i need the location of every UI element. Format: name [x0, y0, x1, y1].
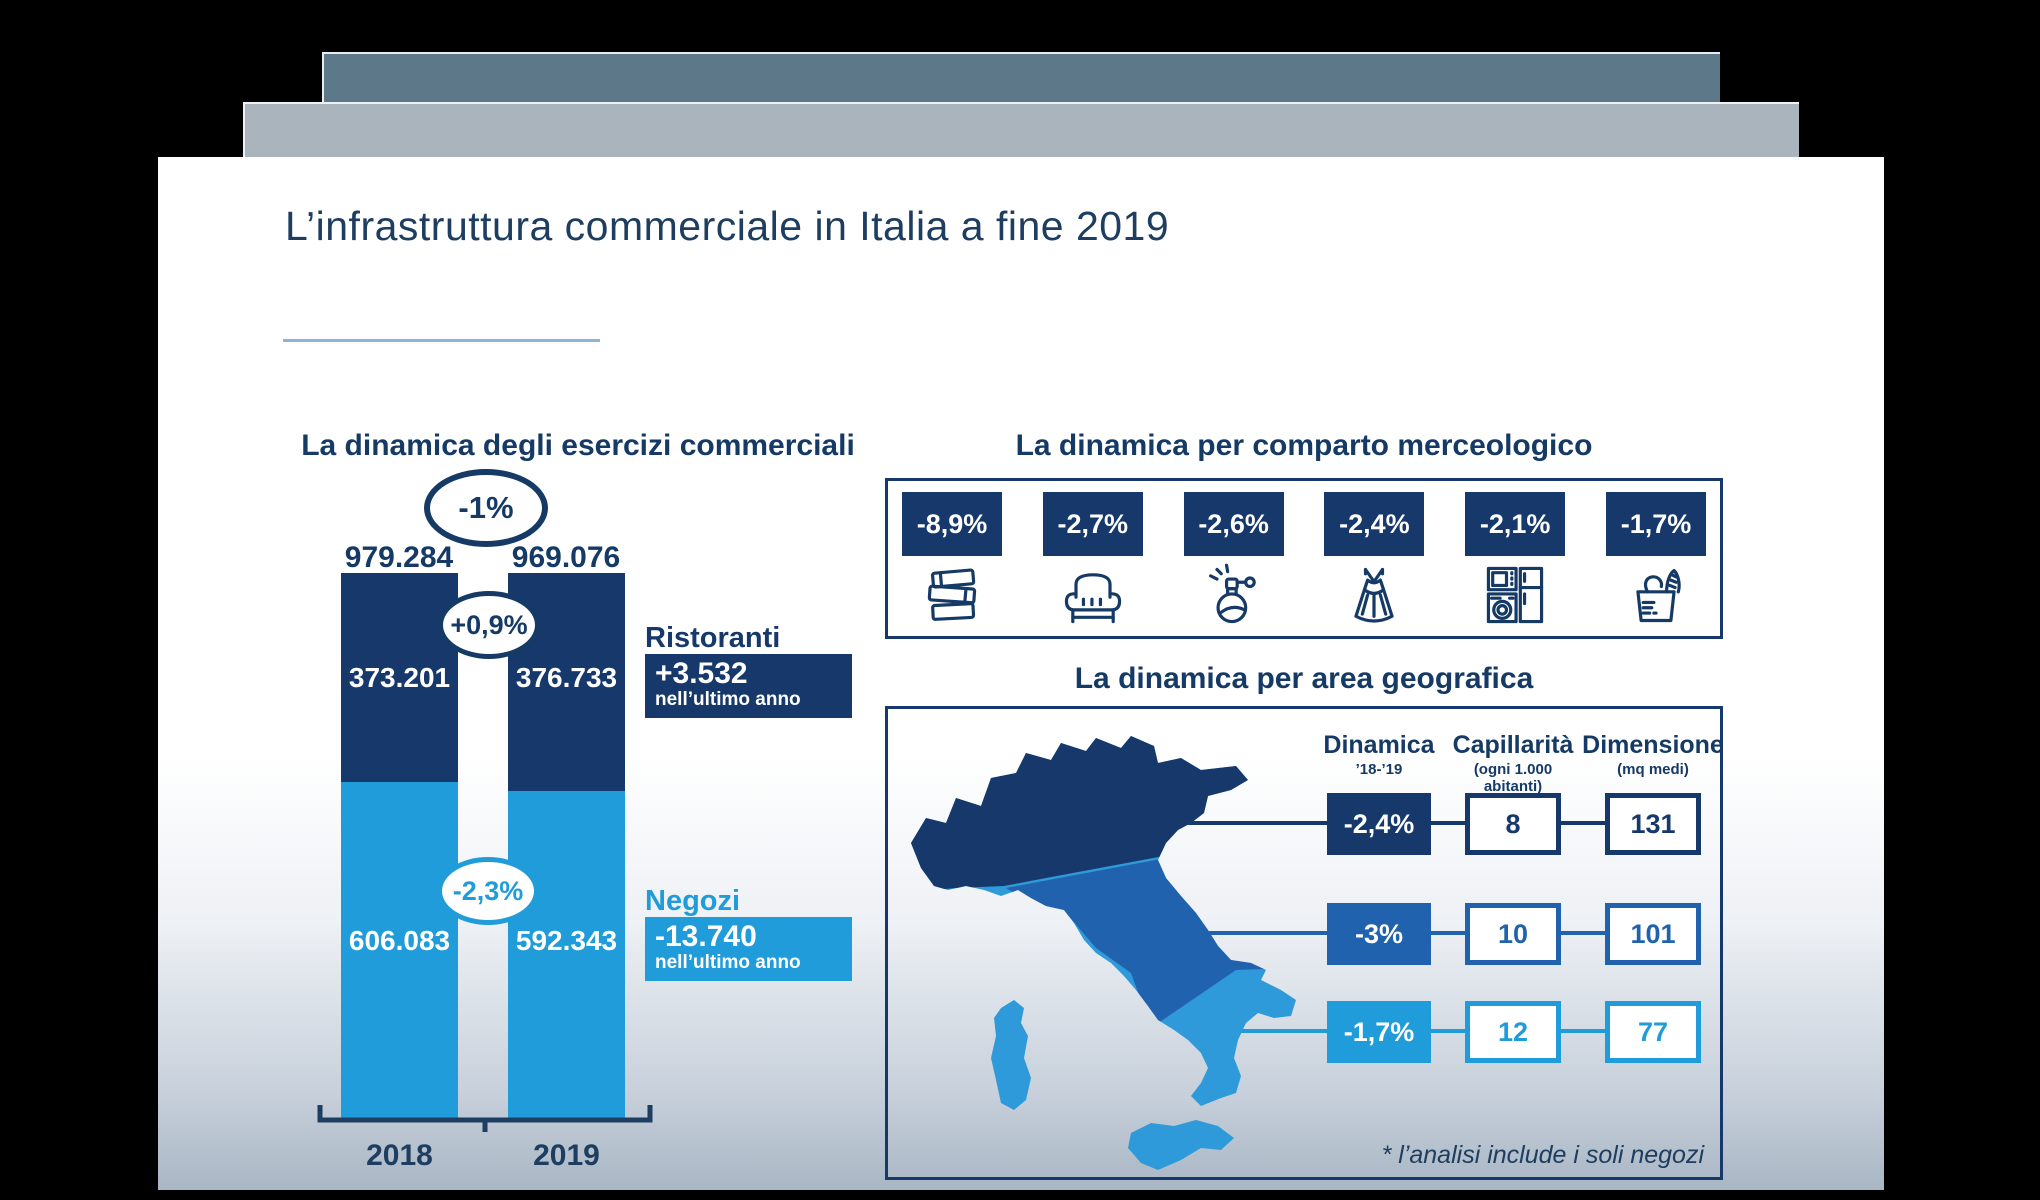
- comparto-value-badge: -2,4%: [1324, 492, 1425, 556]
- negozi-delta-note: nell’ultimo anno: [655, 952, 801, 973]
- ristoranti-change-badge: +0,9%: [438, 591, 540, 659]
- comparto-value-badge: -2,6%: [1183, 492, 1284, 556]
- comparto-value-badge: -2,7%: [1042, 492, 1143, 556]
- col-header-dimensione: Dimensione: [1582, 731, 1724, 759]
- negozi-change-badge: -2,3%: [437, 857, 539, 925]
- title-underline: [283, 339, 600, 342]
- centro-capillarita-cell: 10: [1465, 903, 1561, 965]
- slide-page: L’infrastruttura commerciale in Italia a…: [158, 157, 1884, 1190]
- col-sub-capillarita: (ogni 1.000 abitanti): [1473, 761, 1553, 795]
- year-label-2019: 2019: [533, 1139, 600, 1172]
- connector-sud-2: [1431, 1029, 1465, 1033]
- nord-dimensione-cell: 131: [1605, 793, 1701, 855]
- negozi-delta-box: -13.740 nell’ultimo anno: [645, 917, 852, 981]
- bar-2018: [341, 573, 458, 1118]
- comparto-item-furniture: -2,7%: [1042, 492, 1143, 636]
- comparto-title: La dinamica per comparto merceologico: [1015, 429, 1593, 462]
- col-header-dinamica: Dinamica: [1323, 731, 1435, 759]
- perfume-icon: [1208, 563, 1256, 624]
- connector-centro-3: [1561, 931, 1605, 935]
- sofa-icon: [1064, 573, 1121, 624]
- bar-2018-ristoranti-segment: [341, 573, 458, 782]
- ristoranti-delta-value: +3.532: [655, 657, 748, 690]
- geografia-title: La dinamica per area geografica: [1074, 662, 1534, 695]
- stacked-slide-middle: [243, 102, 1799, 160]
- bar-2018-negozi-segment: [341, 782, 458, 1118]
- comparto-item-clothing: -2,4%: [1324, 492, 1425, 636]
- geografia-panel: Dinamica ’18-’19 Capillarità (ogni 1.000…: [885, 706, 1724, 1180]
- comparto-item-books: -8,9%: [902, 492, 1002, 636]
- centro-dimensione-cell: 101: [1605, 903, 1701, 965]
- books-icon: [927, 568, 977, 621]
- ristoranti-delta-note: nell’ultimo anno: [655, 689, 801, 710]
- ristoranti-legend-label: Ristoranti: [645, 622, 781, 654]
- comparto-value-badge: -8,9%: [902, 492, 1002, 556]
- year-label-2018: 2018: [366, 1139, 433, 1172]
- sud-dimensione-cell: 77: [1605, 1001, 1701, 1063]
- col-sub-dimensione: (mq medi): [1617, 761, 1689, 778]
- comparto-item-food: -1,7%: [1605, 492, 1706, 636]
- sud-capillarita-cell: 12: [1465, 1001, 1561, 1063]
- negozi-2018-value: 606.083: [348, 925, 451, 956]
- comparto-item-perfume: -2,6%: [1183, 492, 1284, 636]
- connector-centro: [1148, 931, 1327, 935]
- map-region-nord: [911, 736, 1296, 893]
- ristoranti-2019-value: 376.733: [515, 662, 618, 693]
- ristoranti-2018-value: 373.201: [348, 662, 451, 693]
- centro-dinamica-cell: -3%: [1327, 903, 1431, 965]
- sud-dinamica-cell: -1,7%: [1327, 1001, 1431, 1063]
- connector-nord-2: [1431, 821, 1465, 825]
- nord-capillarita-cell: 8: [1465, 793, 1561, 855]
- connector-sud: [1218, 1029, 1327, 1033]
- ristoranti-change-value: +0,9%: [450, 609, 528, 640]
- page-title: L’infrastruttura commerciale in Italia a…: [285, 203, 1170, 249]
- nord-dinamica-cell: -2,4%: [1327, 793, 1431, 855]
- bar-2019-negozi-segment: [508, 791, 625, 1118]
- bar-2019: [508, 573, 625, 1118]
- grocery-bag-icon: [1636, 568, 1681, 623]
- total-2018: 979.284: [344, 541, 454, 574]
- col-header-capillarita: Capillarità: [1452, 731, 1574, 759]
- geografia-footnote: * l’analisi include i soli negozi: [1381, 1141, 1704, 1169]
- italy-map: [911, 736, 1296, 1170]
- comparto-panel: -8,9% -2,7%: [885, 478, 1723, 639]
- connector-nord: [1068, 821, 1327, 825]
- col-sub-dinamica: ’18-’19: [1355, 761, 1403, 778]
- ristoranti-delta-box: +3.532 nell’ultimo anno: [645, 654, 852, 718]
- connector-sud-3: [1561, 1029, 1605, 1033]
- comparto-value-badge: -2,1%: [1465, 492, 1566, 556]
- total-change-badge: -1%: [424, 469, 548, 547]
- comparto-value-badge: -1,7%: [1605, 492, 1706, 556]
- connector-centro-2: [1431, 931, 1465, 935]
- negozi-delta-value: -13.740: [655, 920, 757, 953]
- negozi-2019-value: 592.343: [515, 925, 618, 956]
- negozi-change-value: -2,3%: [452, 875, 524, 906]
- total-change-value: -1%: [458, 490, 514, 525]
- connector-nord-3: [1561, 821, 1605, 825]
- esercizi-chart-title: La dinamica degli esercizi commerciali: [301, 429, 855, 462]
- x-axis-bracket: [317, 1105, 653, 1132]
- stacked-slide-back: [322, 52, 1720, 107]
- comparto-item-appliances: -2,1%: [1465, 492, 1566, 636]
- appliances-icon: [1487, 566, 1544, 624]
- negozi-legend-label: Negozi: [645, 885, 741, 917]
- dress-icon: [1354, 567, 1395, 623]
- total-2019: 969.076: [511, 541, 621, 574]
